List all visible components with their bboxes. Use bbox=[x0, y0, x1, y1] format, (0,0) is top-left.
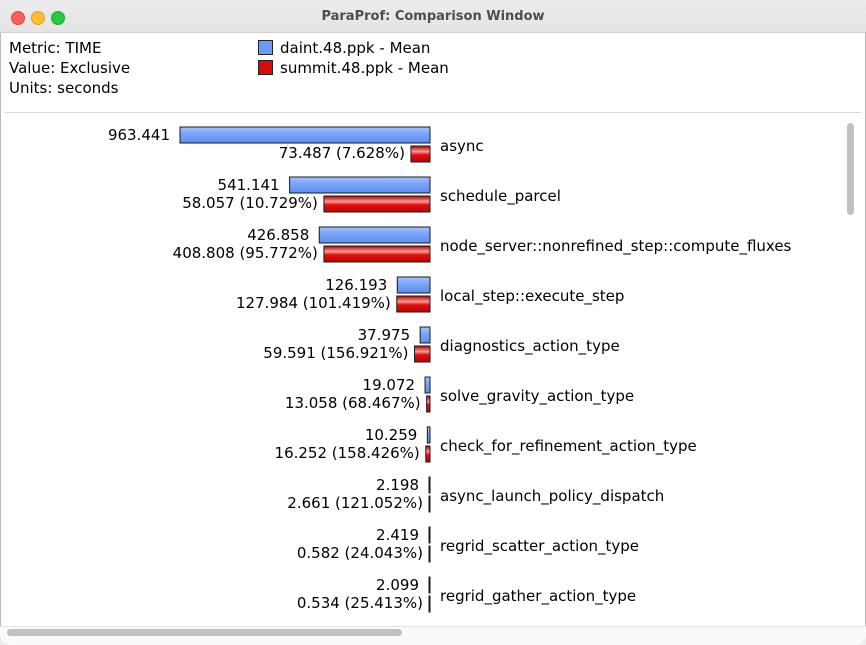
bar-summit-node-server-nonrefined-step-compute-fluxes[interactable] bbox=[323, 245, 431, 263]
category-label-async: async bbox=[440, 137, 484, 155]
value-label-summit-diagnostics-action-type: 59.591 (156.921%) bbox=[263, 344, 408, 362]
bar-summit-diagnostics-action-type[interactable] bbox=[414, 345, 431, 363]
value-label-daint-regrid-scatter-action-type: 2.419 bbox=[376, 526, 419, 544]
bar-summit-regrid-gather-action-type[interactable] bbox=[428, 595, 431, 613]
bar-summit-check-for-refinement-action-type[interactable] bbox=[425, 445, 431, 463]
category-label-local-step-execute-step: local_step::execute_step bbox=[440, 287, 624, 306]
value-label-summit-solve-gravity-action-type: 13.058 (68.467%) bbox=[285, 394, 421, 412]
bar-summit-solve-gravity-action-type[interactable] bbox=[426, 395, 431, 413]
value-label-summit-async: 73.487 (7.628%) bbox=[279, 144, 405, 162]
bar-daint-local-step-execute-step[interactable] bbox=[396, 276, 431, 294]
value-label-daint-async: 963.441 bbox=[108, 126, 170, 144]
value-label-summit-schedule-parcel: 58.057 (10.729%) bbox=[182, 194, 318, 212]
value-label-summit-local-step-execute-step: 127.984 (101.419%) bbox=[236, 294, 391, 312]
close-window-button[interactable] bbox=[11, 11, 25, 25]
bar-daint-solve-gravity-action-type[interactable] bbox=[424, 376, 431, 394]
value-label-daint-diagnostics-action-type: 37.975 bbox=[358, 326, 411, 344]
category-label-regrid-gather-action-type: regrid_gather_action_type bbox=[440, 587, 636, 606]
chart-panel[interactable]: 963.441 73.487 (7.628%) async 541.141 58.057… bbox=[5, 112, 861, 627]
legend-swatch-daint bbox=[258, 40, 273, 55]
value-label-summit-regrid-scatter-action-type: 0.582 (24.043%) bbox=[297, 544, 423, 562]
category-label-check-for-refinement-action-type: check_for_refinement_action_type bbox=[440, 437, 697, 456]
bar-daint-diagnostics-action-type[interactable] bbox=[419, 326, 431, 344]
bar-daint-async-launch-policy-dispatch[interactable] bbox=[428, 476, 431, 494]
category-label-schedule-parcel: schedule_parcel bbox=[440, 187, 561, 206]
value-label-daint-node-server-nonrefined-step-compute-fluxes: 426.858 bbox=[247, 226, 309, 244]
bar-daint-regrid-scatter-action-type[interactable] bbox=[428, 526, 431, 544]
bar-daint-check-for-refinement-action-type[interactable] bbox=[426, 426, 431, 444]
category-label-node-server-nonrefined-step-compute-fluxes: node_server::nonrefined_step::compute_fl… bbox=[440, 237, 792, 256]
value-label-daint-regrid-gather-action-type: 2.099 bbox=[376, 576, 419, 594]
horizontal-scrollbar-thumb[interactable] bbox=[7, 629, 402, 636]
zoom-window-button[interactable] bbox=[51, 11, 65, 25]
bar-summit-local-step-execute-step[interactable] bbox=[396, 295, 431, 313]
comparison-bar-chart: 963.441 73.487 (7.628%) async 541.14158.057… bbox=[108, 126, 792, 613]
legend-swatch-summit bbox=[258, 60, 273, 75]
title-bar: ParaProf: Comparison Window bbox=[0, 0, 866, 33]
metric-info: Metric: TIME Value: Exclusive Units: sec… bbox=[9, 38, 130, 98]
bar-daint-schedule-parcel[interactable] bbox=[289, 176, 431, 194]
value-label-summit-regrid-gather-action-type: 0.534 (25.413%) bbox=[297, 594, 423, 612]
value-label-daint-solve-gravity-action-type: 19.072 bbox=[363, 376, 416, 394]
vertical-scrollbar-thumb[interactable] bbox=[847, 123, 854, 215]
minimize-window-button[interactable] bbox=[31, 11, 45, 25]
value-label-daint-schedule-parcel: 541.141 bbox=[218, 176, 280, 194]
legend-label-summit: summit.48.ppk - Mean bbox=[280, 59, 449, 77]
category-label-async-launch-policy-dispatch: async_launch_policy_dispatch bbox=[440, 487, 664, 506]
bar-daint-node-server-nonrefined-step-compute-fluxes[interactable] bbox=[318, 226, 431, 244]
bar-daint-regrid-gather-action-type[interactable] bbox=[428, 576, 431, 594]
bar-summit-regrid-scatter-action-type[interactable] bbox=[428, 545, 431, 563]
bar-summit-async-launch-policy-dispatch[interactable] bbox=[428, 495, 431, 513]
bar-daint-async[interactable] bbox=[179, 126, 431, 144]
bar-summit-schedule-parcel[interactable] bbox=[323, 195, 431, 213]
value-label-daint-async-launch-policy-dispatch: 2.198 bbox=[376, 476, 419, 494]
category-label-diagnostics-action-type: diagnostics_action_type bbox=[440, 337, 620, 356]
value-label-daint-local-step-execute-step: 126.193 bbox=[325, 276, 387, 294]
value-label: Value: Exclusive bbox=[9, 59, 131, 77]
value-label-summit-node-server-nonrefined-step-compute-fluxes: 408.808 (95.772%) bbox=[173, 244, 318, 262]
metric-label: Metric: TIME bbox=[9, 39, 102, 57]
category-label-solve-gravity-action-type: solve_gravity_action_type bbox=[440, 387, 634, 406]
bar-summit-async[interactable] bbox=[410, 145, 431, 163]
legend-label-daint: daint.48.ppk - Mean bbox=[280, 39, 431, 57]
units-label: Units: seconds bbox=[9, 79, 119, 97]
value-label-summit-check-for-refinement-action-type: 16.252 (158.426%) bbox=[275, 444, 420, 462]
value-label-summit-async-launch-policy-dispatch: 2.661 (121.052%) bbox=[287, 494, 423, 512]
window-title: ParaProf: Comparison Window bbox=[321, 9, 545, 24]
category-label-regrid-scatter-action-type: regrid_scatter_action_type bbox=[440, 537, 639, 556]
value-label-daint-check-for-refinement-action-type: 10.259 bbox=[365, 426, 418, 444]
